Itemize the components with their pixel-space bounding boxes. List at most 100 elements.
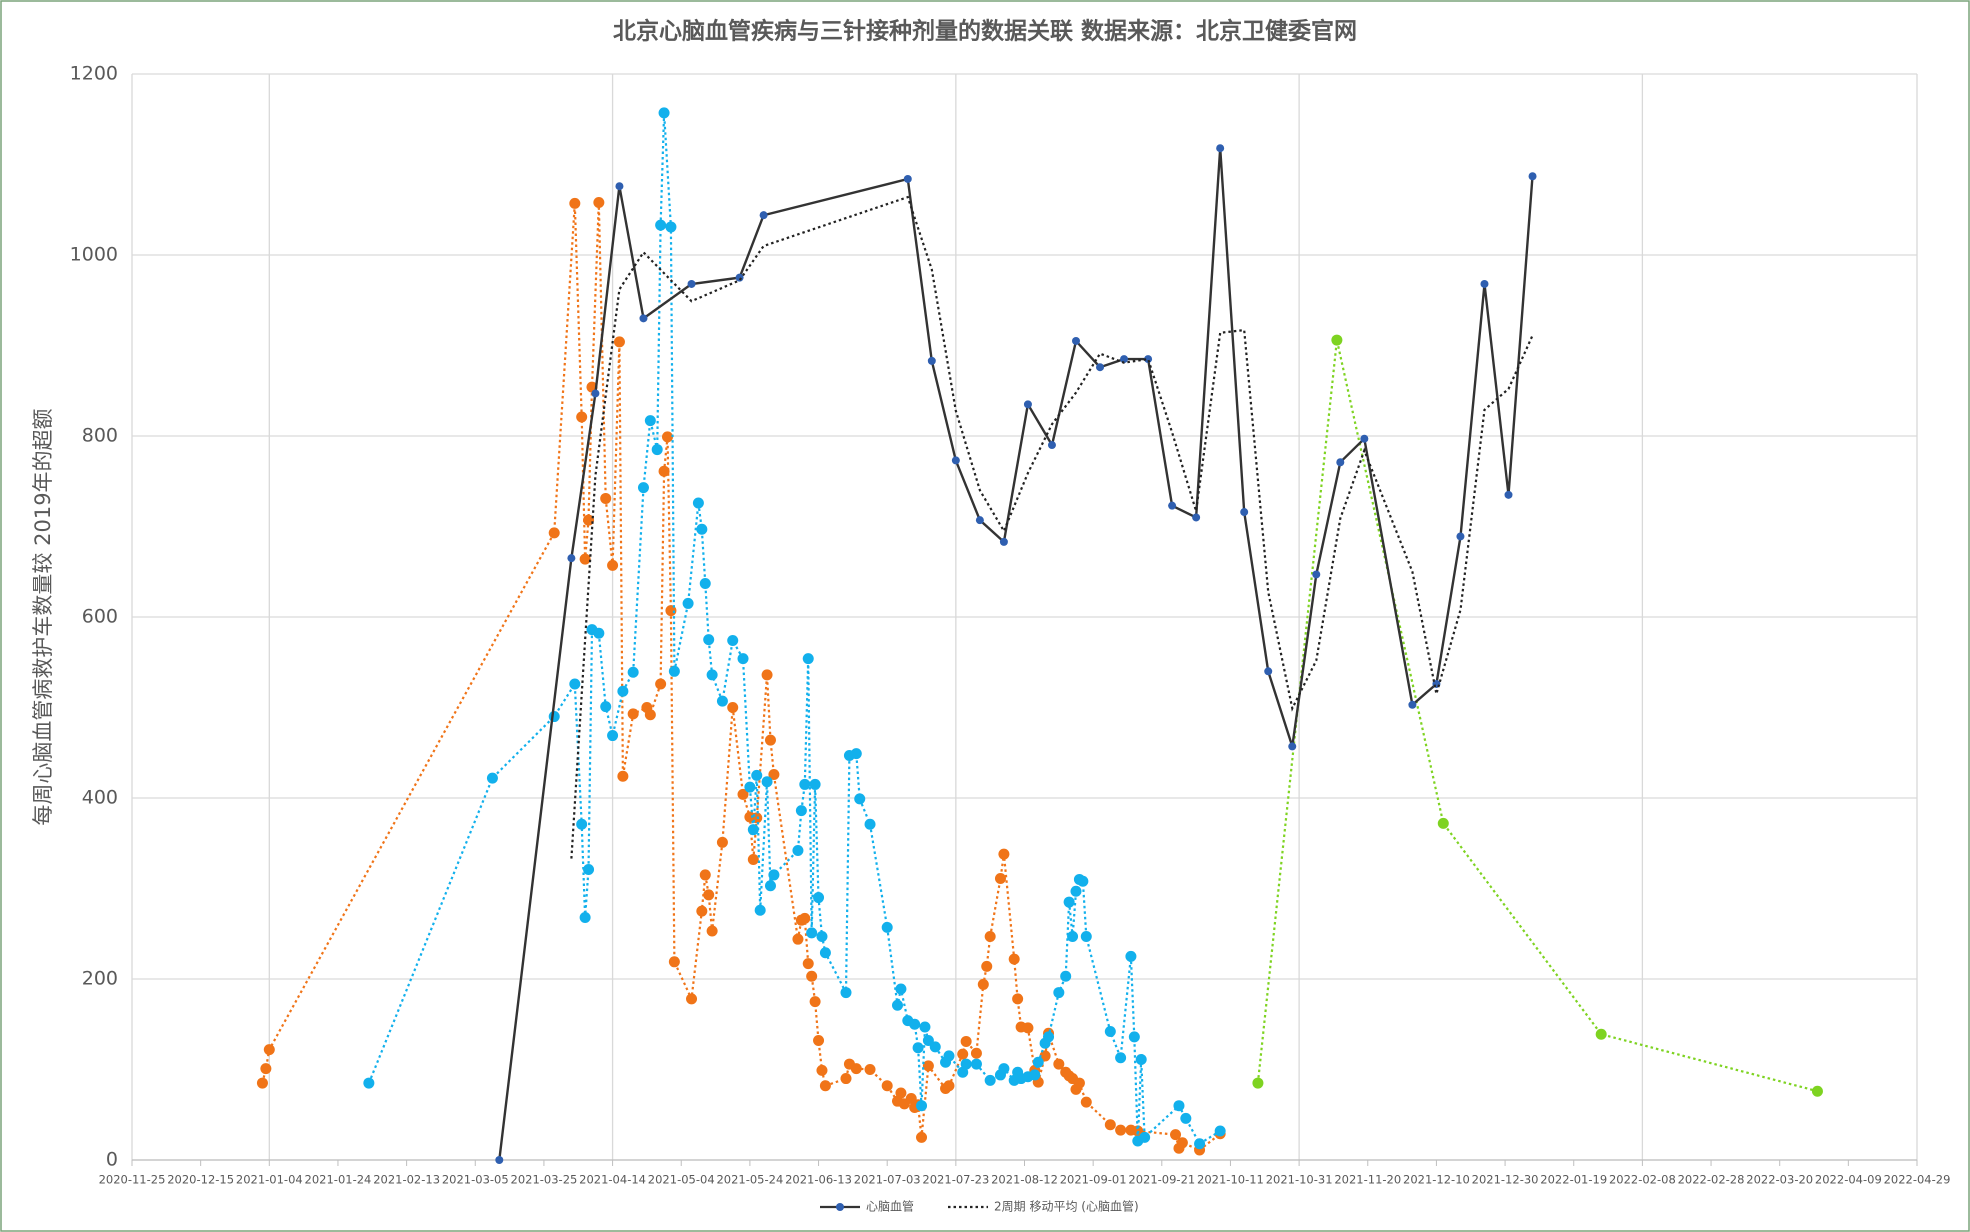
x-tick-label: 2021-03-05 xyxy=(442,1173,509,1187)
x-tick-label: 2021-05-24 xyxy=(716,1173,783,1187)
y-tick-label: 1200 xyxy=(70,63,118,85)
data-point xyxy=(1216,144,1225,153)
data-point xyxy=(802,653,814,665)
data-point xyxy=(591,389,600,398)
data-point xyxy=(613,336,625,348)
x-tick-label: 2022-02-08 xyxy=(1609,1173,1676,1187)
data-point xyxy=(1067,930,1079,942)
series-line xyxy=(367,112,1221,1146)
data-point xyxy=(655,678,667,690)
data-point xyxy=(583,863,595,875)
data-point xyxy=(495,1156,504,1164)
data-point xyxy=(1060,970,1072,982)
data-point xyxy=(576,818,588,830)
y-tick-label: 800 xyxy=(82,425,118,447)
data-point xyxy=(716,836,728,848)
data-point xyxy=(799,778,811,790)
data-point xyxy=(1043,1031,1055,1043)
data-point xyxy=(919,1021,931,1033)
data-point xyxy=(579,553,591,565)
data-point xyxy=(567,554,576,563)
data-point xyxy=(737,653,749,665)
data-point xyxy=(1811,1085,1823,1097)
data-point xyxy=(943,1080,955,1092)
x-tick-label: 2021-12-10 xyxy=(1403,1173,1470,1187)
data-point xyxy=(1104,1119,1116,1131)
data-point xyxy=(716,695,728,707)
data-point xyxy=(727,702,739,713)
data-point xyxy=(1071,336,1080,345)
data-point xyxy=(975,516,984,525)
data-point xyxy=(927,356,936,365)
data-point xyxy=(615,182,624,191)
data-point xyxy=(819,1080,831,1092)
data-point xyxy=(1073,1077,1085,1089)
series-line xyxy=(570,195,1534,859)
data-point xyxy=(1176,1137,1188,1149)
data-point xyxy=(686,993,698,1005)
data-point xyxy=(1139,1131,1151,1143)
data-point xyxy=(696,523,708,535)
x-tick-label: 2021-02-13 xyxy=(373,1173,440,1187)
series-line xyxy=(498,148,1534,1161)
data-point xyxy=(699,869,711,881)
data-point xyxy=(1012,993,1024,1005)
data-point xyxy=(1032,1056,1044,1068)
x-tick-label: 2021-12-30 xyxy=(1472,1173,1539,1187)
x-tick-label: 2022-01-19 xyxy=(1540,1173,1607,1187)
data-point xyxy=(754,904,766,916)
data-point xyxy=(1194,1138,1206,1150)
data-point xyxy=(903,174,912,183)
x-tick-label: 2021-04-14 xyxy=(579,1173,646,1187)
data-point xyxy=(929,1041,941,1053)
x-tick-label: 2021-10-31 xyxy=(1266,1173,1333,1187)
data-point xyxy=(1135,1054,1147,1066)
legend-label: 2周期 移动平均 (心脑血管) xyxy=(994,1199,1139,1214)
data-point xyxy=(665,221,677,233)
chart-title: 北京心脑血管疾病与三针接种剂量的数据关联 数据来源：北京卫健委官网 xyxy=(613,18,1357,45)
data-point xyxy=(1168,501,1177,510)
data-point xyxy=(665,605,677,617)
data-point xyxy=(569,678,581,690)
data-point xyxy=(548,527,560,539)
x-tick-label: 2021-10-11 xyxy=(1197,1173,1264,1187)
data-point xyxy=(970,1058,982,1070)
x-tick-label: 2020-11-25 xyxy=(99,1173,166,1187)
data-point xyxy=(706,925,718,937)
data-point xyxy=(864,1064,876,1075)
data-point xyxy=(644,709,656,721)
data-point xyxy=(840,1073,852,1085)
data-point xyxy=(1053,987,1065,999)
data-point xyxy=(1288,742,1297,751)
data-point xyxy=(998,1063,1010,1075)
data-point xyxy=(692,497,704,509)
x-tick-label: 2021-09-21 xyxy=(1128,1173,1195,1187)
x-tick-label: 2021-05-04 xyxy=(648,1173,715,1187)
y-tick-label: 200 xyxy=(82,968,118,990)
data-point xyxy=(576,411,588,423)
data-point xyxy=(960,1058,972,1070)
data-point xyxy=(1022,1022,1034,1034)
data-point xyxy=(1336,458,1345,467)
data-point xyxy=(747,824,759,836)
data-point xyxy=(727,635,739,647)
data-point xyxy=(363,1077,375,1089)
data-point xyxy=(916,1131,928,1143)
data-point xyxy=(1170,1129,1182,1141)
data-point xyxy=(1080,930,1092,942)
data-point xyxy=(658,465,670,477)
data-point xyxy=(744,781,756,793)
data-point xyxy=(735,273,744,282)
data-point xyxy=(1331,334,1343,346)
x-tick-label: 2022-03-20 xyxy=(1746,1173,1813,1187)
data-point xyxy=(891,999,903,1011)
data-point xyxy=(751,769,763,781)
grid: 0 200 400 600 800 1000 1200 2020-11-25 2020-12-1… xyxy=(70,63,1951,1187)
data-point xyxy=(994,873,1006,885)
data-point xyxy=(1115,1124,1127,1136)
data-point xyxy=(984,1074,996,1086)
data-point xyxy=(999,537,1008,546)
data-point xyxy=(1264,667,1273,676)
